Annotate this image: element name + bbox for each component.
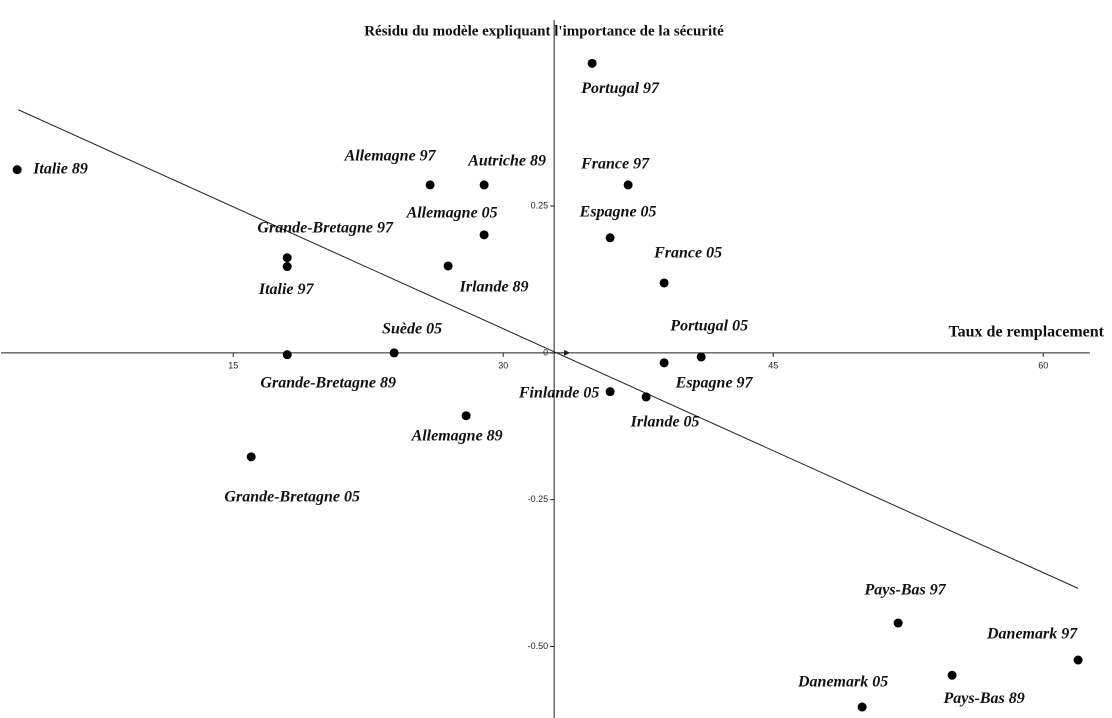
point: [246, 452, 256, 462]
point-label: Danemark 05: [797, 674, 888, 691]
point-label: Grande-Bretagne 97: [257, 219, 394, 236]
point-label: Allemagne 89: [411, 427, 503, 444]
x-tick-label: 30: [498, 360, 508, 370]
point-label: Italie 97: [258, 281, 315, 298]
x-tick-label: 15: [228, 360, 238, 370]
point: [479, 230, 489, 240]
y-tick-label: -0.25: [528, 494, 549, 504]
point-label: Espagne 05: [579, 203, 657, 220]
point-label: Pays-Bas 97: [863, 582, 946, 599]
point: [893, 618, 903, 628]
point: [479, 180, 489, 190]
point: [1073, 655, 1083, 665]
point-label: Irlande 05: [630, 414, 700, 431]
point: [282, 253, 292, 263]
point-label: Suède 05: [382, 321, 442, 338]
point: [461, 411, 471, 421]
chart-title: Résidu du modèle expliquant l'importance…: [364, 23, 724, 39]
point: [282, 262, 292, 272]
point: [641, 392, 651, 402]
point: [425, 180, 435, 190]
point-label: Finlande 05: [518, 384, 599, 401]
point: [605, 233, 615, 243]
point-label: Allemagne 97: [344, 148, 437, 165]
point: [282, 350, 292, 360]
x-axis-title: Taux de remplacement: [948, 324, 1104, 341]
point: [587, 58, 597, 68]
y-tick-label: -0.50: [528, 641, 549, 651]
point-label: Autriche 89: [467, 153, 546, 170]
point-label: Italie 89: [32, 160, 88, 177]
y-tick-label: 0: [543, 347, 548, 357]
point-label: Danemark 97: [986, 626, 1078, 643]
point: [389, 348, 399, 358]
y-tick-label: 0.25: [531, 200, 549, 210]
point-label: Portugal 05: [669, 318, 748, 335]
point-label: Espagne 97: [675, 375, 754, 392]
x-tick-label: 60: [1038, 360, 1048, 370]
point: [659, 358, 669, 368]
point-label: Allemagne 05: [406, 205, 498, 222]
origin-arrow-head: [564, 349, 571, 356]
point: [443, 261, 453, 271]
point-label: Portugal 97: [580, 80, 660, 97]
point-label: France 05: [653, 245, 722, 262]
trend-line: [18, 109, 1079, 589]
point: [659, 278, 669, 288]
point-label: Grande-Bretagne 05: [224, 489, 360, 506]
point: [605, 387, 615, 397]
point-label: Pays-Bas 89: [942, 690, 1024, 707]
point-label: Grande-Bretagne 89: [260, 374, 396, 391]
point-label: Irlande 89: [459, 279, 529, 296]
point: [857, 702, 867, 712]
point: [623, 180, 633, 190]
point: [696, 352, 706, 362]
point-label: France 97: [580, 156, 650, 173]
x-tick-label: 45: [768, 360, 778, 370]
point: [12, 165, 22, 175]
point: [947, 670, 957, 680]
